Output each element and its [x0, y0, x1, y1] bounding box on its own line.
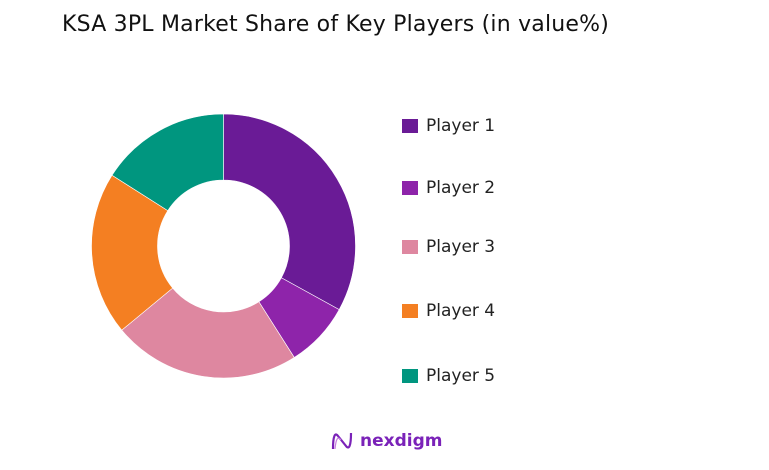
legend-item: Player 2	[402, 178, 495, 198]
legend-item: Player 4	[402, 301, 495, 321]
legend-swatch	[402, 304, 418, 318]
legend-item: Player 5	[402, 366, 495, 386]
chart-title: KSA 3PL Market Share of Key Players (in …	[62, 12, 610, 37]
slice-player-3	[121, 287, 295, 379]
legend-swatch	[402, 181, 418, 195]
legend-label: Player 4	[426, 301, 496, 321]
logo-text: nexdigm	[360, 431, 443, 451]
legend-label: Player 2	[426, 178, 496, 198]
legend-label: Player 5	[426, 366, 496, 386]
legend-label: Player 3	[426, 237, 496, 257]
legend-swatch	[402, 119, 418, 133]
slice-player-5	[111, 113, 224, 212]
legend-item: Player 1	[402, 116, 495, 136]
slice-player-1	[223, 113, 356, 310]
legend-swatch	[402, 369, 418, 383]
nexdigm-logo: nexdigm	[330, 430, 442, 452]
legend-swatch	[402, 240, 418, 254]
legend-item: Player 3	[402, 237, 495, 257]
legend-label: Player 1	[426, 116, 496, 136]
slice-player-4	[91, 174, 174, 331]
nexdigm-logo-icon	[331, 432, 353, 450]
